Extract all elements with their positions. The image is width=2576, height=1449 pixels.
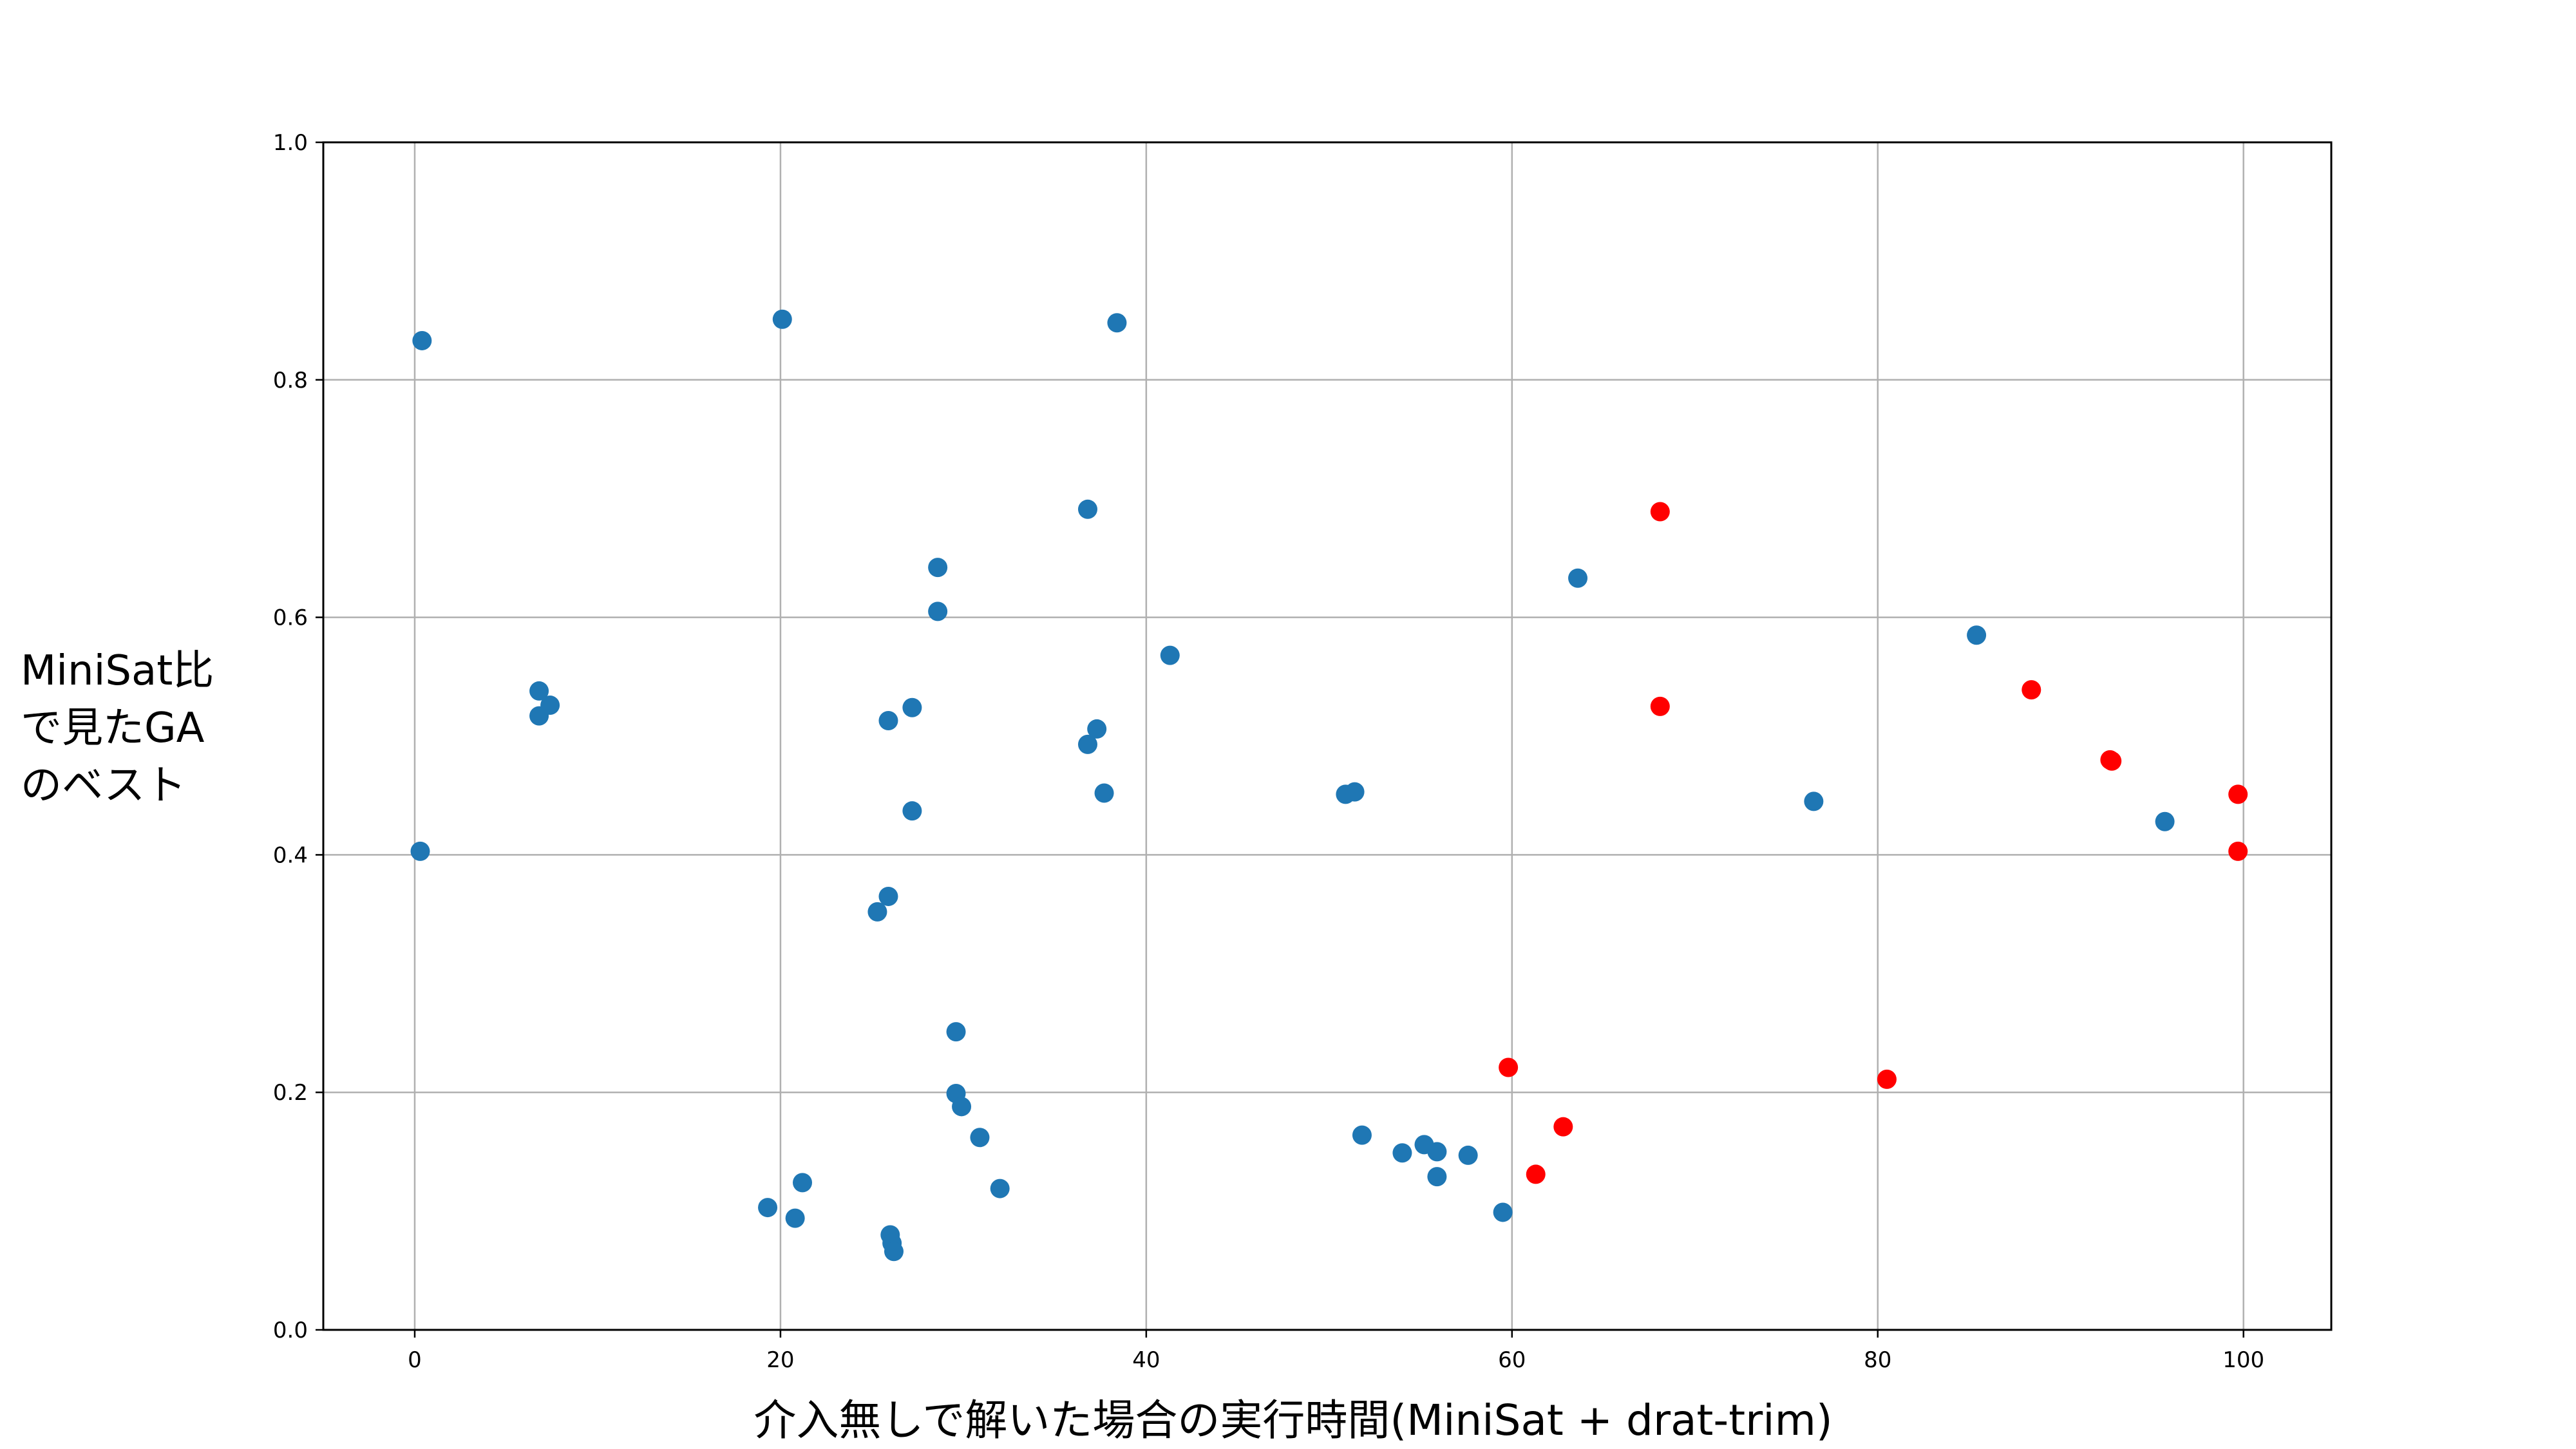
data-point-s0-4 (540, 696, 560, 715)
data-point-s0-16 (902, 801, 922, 821)
x-tick-label-2: 40 (1132, 1347, 1160, 1373)
data-point-s0-40 (1804, 791, 1824, 811)
gridlines (323, 141, 2331, 1331)
data-point-s0-35 (1427, 1142, 1447, 1162)
data-point-s1-5 (1877, 1069, 1897, 1089)
data-point-s0-32 (1352, 1125, 1372, 1145)
data-point-s0-21 (952, 1097, 972, 1117)
data-point-s0-6 (772, 309, 792, 329)
y-tick-label-1: 0.2 (273, 1080, 308, 1106)
x-tick-label-0: 0 (408, 1347, 422, 1373)
x-axis-label: 介入無しで解いた場合の実行時間(MiniSat + drat-trim) (753, 1396, 1832, 1445)
data-point-s0-25 (1077, 734, 1097, 754)
data-point-s0-11 (878, 886, 898, 906)
y-tick-label-5: 1.0 (273, 130, 308, 156)
y-tick-label-3: 0.6 (273, 605, 308, 631)
data-point-s1-2 (1553, 1117, 1573, 1137)
data-point-s0-38 (1493, 1202, 1513, 1222)
data-point-s0-2 (529, 681, 549, 701)
y-tick-label-2: 0.4 (273, 842, 308, 868)
data-point-s0-14 (884, 1242, 904, 1262)
data-point-s0-41 (1967, 625, 1987, 645)
data-point-s0-42 (2155, 811, 2175, 831)
y-axis-label-line-3: のベスト (21, 762, 186, 810)
x-tick-label-5: 100 (2222, 1347, 2264, 1373)
data-point-s0-17 (928, 558, 948, 578)
data-point-s0-36 (1427, 1167, 1447, 1187)
data-point-s0-28 (1107, 313, 1127, 333)
data-point-s0-22 (970, 1128, 990, 1148)
data-point-s0-37 (1458, 1145, 1478, 1165)
data-point-s0-29 (1160, 645, 1180, 665)
data-point-s0-10 (878, 711, 898, 731)
axis-ticks: 0 20 40 60 80 100 0.0 0.2 0.4 0.6 0.8 1.0 (273, 130, 2264, 1373)
data-point-s1-1 (1526, 1164, 1546, 1184)
data-point-s0-26 (1087, 719, 1107, 739)
y-axis-label-line-1: MiniSat比 (21, 647, 214, 695)
data-point-s0-18 (928, 601, 948, 621)
data-point-s0-19 (946, 1022, 966, 1042)
data-point-s0-9 (867, 902, 887, 922)
data-point-s1-0 (1499, 1057, 1519, 1077)
data-point-s0-23 (990, 1179, 1010, 1198)
x-tick-label-3: 60 (1498, 1347, 1526, 1373)
data-point-s1-10 (2228, 841, 2248, 861)
data-point-s0-0 (412, 330, 432, 350)
data-point-s1-3 (1650, 502, 1670, 522)
data-point-s0-39 (1568, 568, 1588, 588)
data-point-s0-7 (785, 1208, 805, 1228)
data-point-s1-8 (2102, 751, 2122, 771)
plot-frame (322, 141, 2333, 1331)
data-point-s0-15 (902, 697, 922, 717)
x-tick-label-1: 20 (766, 1347, 794, 1373)
data-point-s0-27 (1094, 783, 1114, 803)
data-point-s0-24 (1077, 499, 1097, 519)
data-point-s0-8 (793, 1173, 813, 1193)
data-point-s1-4 (1650, 696, 1670, 716)
y-tick-label-0: 0.0 (273, 1318, 308, 1343)
data-point-s0-33 (1392, 1143, 1412, 1163)
x-tick-label-4: 80 (1864, 1347, 1891, 1373)
data-point-s0-5 (758, 1198, 778, 1218)
data-points (410, 309, 2248, 1262)
data-point-s0-1 (410, 841, 430, 861)
data-point-s0-31 (1345, 782, 1365, 802)
y-tick-label-4: 0.8 (273, 368, 308, 393)
y-axis-label-line-2: で見たGA (21, 705, 205, 752)
data-point-s1-9 (2228, 784, 2248, 804)
data-point-s1-6 (2022, 680, 2041, 700)
